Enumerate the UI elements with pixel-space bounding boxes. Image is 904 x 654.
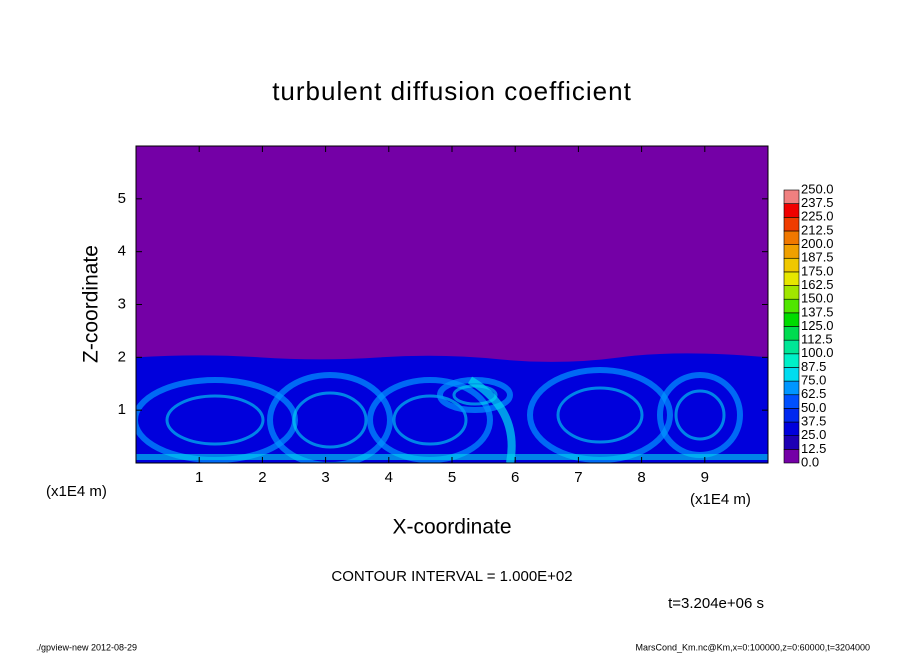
colorbar-label: 37.5 <box>801 413 826 428</box>
x-tick-label: 2 <box>258 469 266 486</box>
colorbar-box <box>783 353 800 368</box>
plume <box>467 376 516 463</box>
x-unit: (x1E4 m) <box>690 491 751 508</box>
colorbar-box <box>783 367 800 382</box>
y-tick-label: 2 <box>118 348 126 365</box>
x-tick-label: 8 <box>637 469 645 486</box>
x-tick-label: 9 <box>701 469 709 486</box>
y-unit: (x1E4 m) <box>46 483 107 500</box>
colorbar-box <box>783 435 800 450</box>
x-tick-label: 5 <box>448 469 456 486</box>
colorbar-box <box>783 394 800 409</box>
colorbar-label: 225.0 <box>801 209 834 224</box>
colorbar-label: 212.5 <box>801 222 834 237</box>
colorbar-box <box>783 326 800 341</box>
colorbar-label: 125.0 <box>801 318 834 333</box>
x-tick-label: 4 <box>385 469 393 486</box>
colorbar-box <box>783 285 800 300</box>
colorbar-box <box>783 339 800 355</box>
colorbar-box <box>783 380 800 396</box>
colorbar-label: 100.0 <box>801 345 834 360</box>
colorbar-label: 187.5 <box>801 250 834 265</box>
colorbar-label: 50.0 <box>801 400 826 415</box>
colorbar-label: 137.5 <box>801 304 834 319</box>
swirl <box>165 394 265 446</box>
colorbar-box <box>783 271 800 286</box>
colorbar-label: 237.5 <box>801 195 834 210</box>
colorbar-label: 25.0 <box>801 427 826 442</box>
swirl <box>267 372 393 463</box>
x-tick-label: 6 <box>511 469 519 486</box>
colorbar-label: 175.0 <box>801 263 834 278</box>
x-tick-label: 1 <box>195 469 203 486</box>
y-tick-label: 5 <box>118 190 126 207</box>
colorbar-box <box>783 244 800 259</box>
colorbar-box <box>783 230 800 245</box>
swirl <box>674 389 726 441</box>
colorbar-label: 62.5 <box>801 386 826 401</box>
time-label: t=3.204e+06 s <box>668 595 764 612</box>
x-axis-title: X-coordinate <box>392 516 511 539</box>
colorbar-box <box>783 298 800 314</box>
swirl <box>392 394 468 446</box>
colorbar-box <box>783 257 800 273</box>
y-tick-label: 3 <box>118 295 126 312</box>
colorbar-label: 75.0 <box>801 373 826 388</box>
colorbar-box <box>783 421 800 436</box>
y-axis-title: Z-coordinate <box>80 245 103 363</box>
swirl <box>292 391 368 449</box>
colorbar-box <box>783 312 800 327</box>
x-tick-label: 3 <box>321 469 329 486</box>
colorbar-label: 150.0 <box>801 291 834 306</box>
colorbar-label: 0.0 <box>801 454 819 469</box>
colorbar-label: 12.5 <box>801 441 826 456</box>
y-tick-label: 1 <box>118 401 126 418</box>
colorbar-box <box>783 408 800 423</box>
contour-note: CONTOUR INTERVAL = 1.000E+02 <box>331 568 572 585</box>
chart-title: turbulent diffusion coefficient <box>272 76 632 106</box>
colorbar-box <box>783 189 800 204</box>
colorbar-label: 200.0 <box>801 236 834 251</box>
colorbar-label: 250.0 <box>801 181 834 196</box>
field <box>136 146 768 463</box>
colorbar-label: 162.5 <box>801 277 834 292</box>
footer-left: ./gpview-new 2012-08-29 <box>36 642 137 652</box>
colorbar-box <box>783 217 800 232</box>
x-tick-label: 7 <box>574 469 582 486</box>
colorbar-box <box>783 203 800 218</box>
swirl <box>556 386 644 444</box>
colorbar-label: 87.5 <box>801 359 826 374</box>
colorbar-label: 112.5 <box>801 332 833 347</box>
y-tick-label: 4 <box>118 243 126 260</box>
footer-right: MarsCond_Km.nc@Km,x=0:100000,z=0:60000,t… <box>635 642 870 652</box>
colorbar-box <box>783 449 800 464</box>
